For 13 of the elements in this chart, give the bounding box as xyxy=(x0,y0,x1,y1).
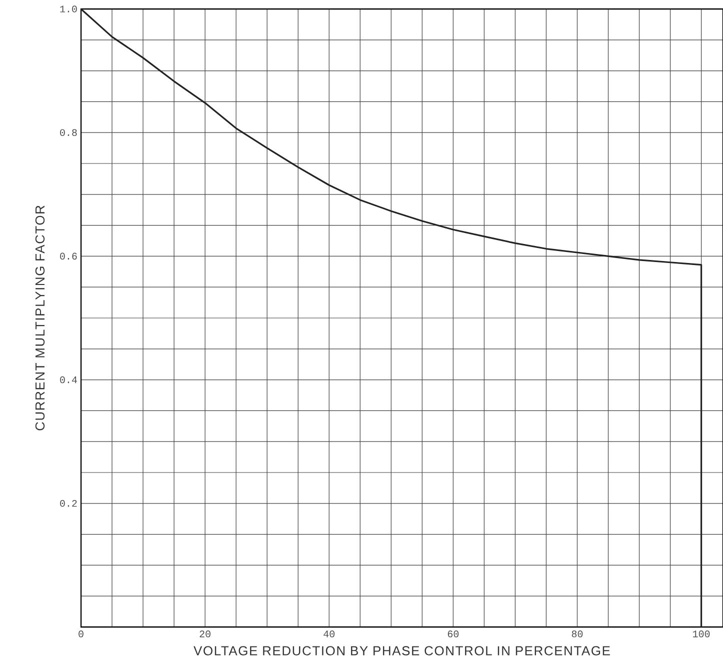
x-tick-label: 20 xyxy=(200,630,210,638)
x-tick-label: 0 xyxy=(78,630,84,638)
x-tick-label: 100 xyxy=(693,630,710,638)
y-tick-label: 1.0 xyxy=(60,6,77,12)
x-tick-label: 40 xyxy=(324,630,335,638)
y-tick-label: 0.4 xyxy=(60,376,77,384)
y-axis-title: CURRENT MULTIPLYING FACTOR xyxy=(35,206,45,430)
y-tick-label: 0.8 xyxy=(60,129,77,136)
y-tick-label: 0.2 xyxy=(60,500,77,507)
y-tick-label: 0.6 xyxy=(60,252,77,260)
x-axis-title: VOLTAGE REDUCTION BY PHASE CONTROL IN PERCENTAGE xyxy=(194,646,610,656)
x-tick-label: 60 xyxy=(448,630,459,638)
x-tick-label: 80 xyxy=(572,630,583,638)
